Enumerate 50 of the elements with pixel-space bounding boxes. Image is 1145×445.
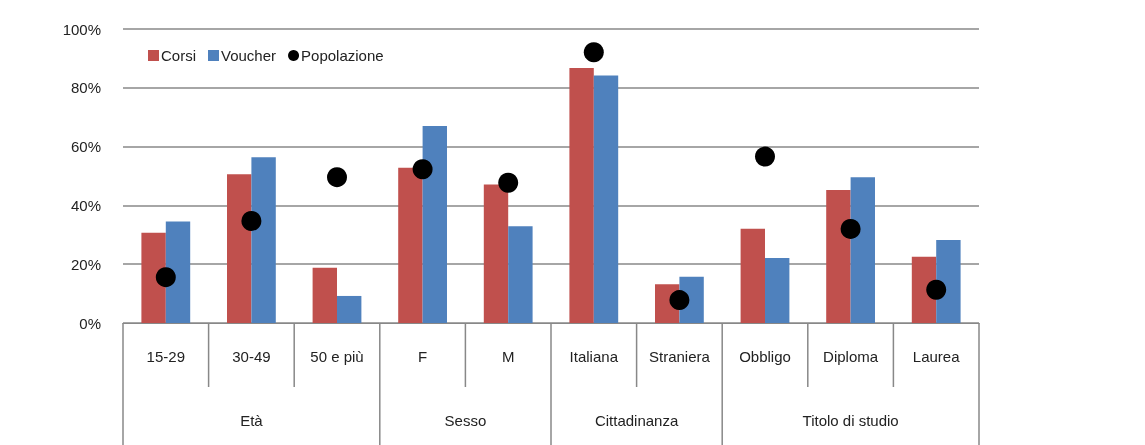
bar [508,226,533,323]
text: Sesso [444,411,487,429]
bar [850,177,875,323]
x-tick-label: 15-29 [146,348,185,365]
bar [141,232,166,323]
legend-label: Voucher [221,47,277,64]
legend-label: Corsi [161,47,197,64]
point [155,267,176,288]
text: Età [240,411,264,429]
x-tick-label: F [418,348,428,365]
bar [936,240,961,323]
y-tick-label: 100% [62,20,101,38]
y-tick-label: 60% [70,138,101,156]
bar [483,184,509,323]
point [926,279,947,300]
bar [765,258,790,323]
y-tick-label: 20% [70,255,101,273]
x-tick-label: 30-49 [232,348,271,365]
bar [337,295,362,323]
point [583,42,604,63]
point [327,167,347,188]
point [241,210,262,231]
y-tick-label: 80% [70,79,101,97]
point [755,146,775,167]
y-tick-label: 0% [79,314,101,332]
bar [398,167,423,323]
x-tick-label: Italiana [569,348,619,365]
text: Titolo di studio [802,411,899,429]
bar [251,157,276,323]
x-tick-label: Obbligo [739,348,791,365]
bar [422,126,447,323]
point [669,290,690,311]
x-tick-label: M [501,348,515,365]
y-tick-label: 40% [70,196,101,214]
x-tick-label: 50 e più [310,348,364,365]
x-tick-label: Straniera [648,348,711,365]
x-tick-label: Diploma [823,348,879,365]
point [840,218,861,239]
legend-label: Popolazione [301,47,384,64]
text: Cittadinanza [594,411,679,429]
bar [593,75,619,323]
point [498,172,519,193]
bar [826,190,851,323]
bar [165,221,191,323]
x-tick-label: Laurea [912,348,961,365]
bar [569,68,594,323]
bar [227,174,252,323]
bar [740,228,765,323]
bar [312,267,337,323]
point [412,159,433,180]
